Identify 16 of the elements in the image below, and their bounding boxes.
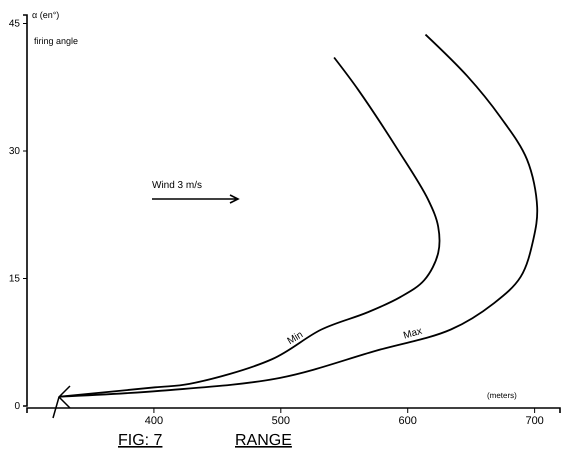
annotation: firing angle <box>34 36 78 46</box>
y-axis-title: α (en°) <box>32 10 60 20</box>
x-tick-label: 700 <box>525 414 544 427</box>
text: Min <box>286 329 306 348</box>
y-tick-label: 0 <box>14 401 20 412</box>
x-tick-label: 400 <box>144 414 164 427</box>
x-tick-label: 600 <box>398 414 417 427</box>
annotation: Wind 3 m/s <box>152 180 202 191</box>
x-axis-title: RANGE <box>235 432 292 449</box>
text: FIG: 7 <box>118 432 163 449</box>
text: Max <box>402 326 424 342</box>
y-tick-label: 15 <box>8 274 20 285</box>
y-tick-label: 45 <box>8 18 20 30</box>
annotation: (meters) <box>487 391 518 400</box>
x-tick-label: 500 <box>272 414 290 427</box>
y-tick-label: 30 <box>8 146 20 158</box>
